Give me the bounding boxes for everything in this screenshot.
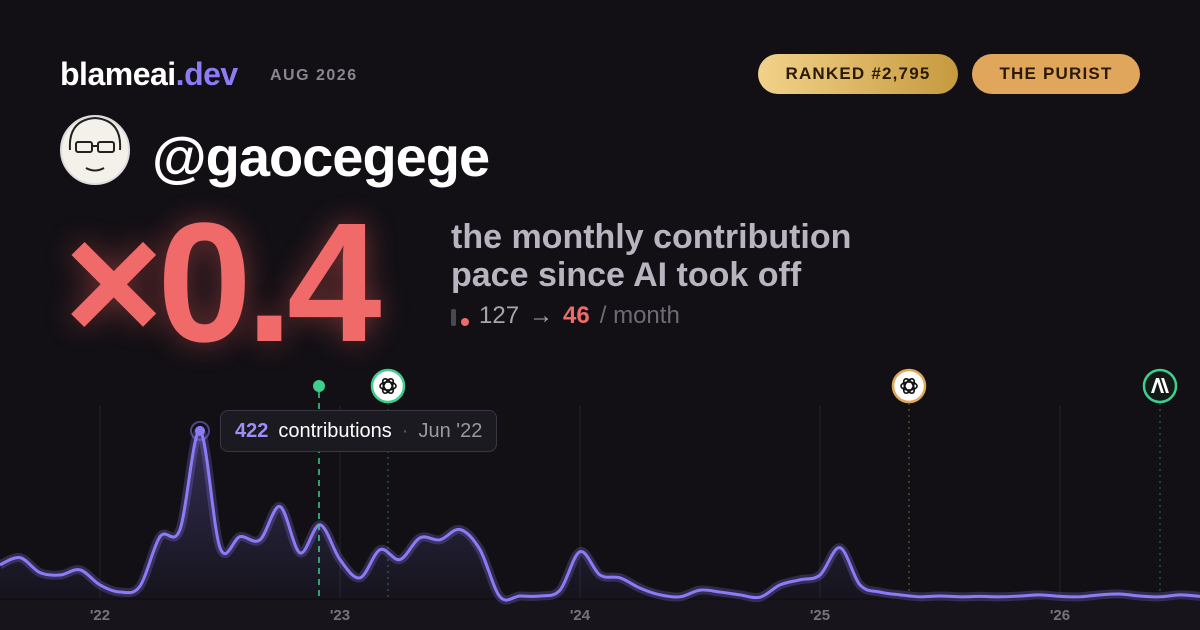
brand-tld: .dev <box>175 56 239 92</box>
event-dot <box>313 380 325 392</box>
peak-ring <box>190 420 210 441</box>
persona-badge: THE PURIST <box>972 54 1140 94</box>
rank-badge: RANKED #2,795 <box>758 54 958 94</box>
openai-icon <box>891 368 927 404</box>
x-tick-label: '22 <box>90 607 110 624</box>
tooltip: 422 contributions · Jun '22 <box>220 410 498 452</box>
caption-line: pace since AI took off <box>451 256 802 294</box>
date: AUG 2026 <box>270 67 358 84</box>
avatar <box>60 115 130 185</box>
brand-name: blameai <box>60 56 176 92</box>
pace-stats: 127 → 46 / month <box>451 302 680 330</box>
x-tick-label: '26 <box>1050 607 1070 624</box>
caption: the monthly contribution pace since AI to… <box>451 218 851 294</box>
tooltip-value: 422 <box>235 419 269 442</box>
tooltip-date: Jun '22 <box>418 419 483 442</box>
area <box>0 430 1200 601</box>
openai-icon <box>370 368 406 404</box>
anthropic-icon <box>1142 368 1178 404</box>
x-tick-label: '25 <box>810 607 830 624</box>
before-value: 127 <box>479 302 520 329</box>
after-value: 46 <box>563 302 590 329</box>
legend-icon <box>451 309 469 326</box>
x-tick-label: '24 <box>570 607 591 624</box>
axis-band <box>0 600 1200 630</box>
unit: / month <box>599 302 680 329</box>
x-tick-label: '23 <box>330 607 350 624</box>
handle: @gaocegege <box>152 125 490 188</box>
caption-line: the monthly contribution <box>451 218 852 256</box>
brand: blameai.dev <box>60 56 238 93</box>
arrow: → <box>529 302 554 329</box>
peak-point <box>195 425 205 436</box>
tooltip-label: contributions <box>278 419 392 442</box>
multiplier: ×0.4 <box>64 188 382 378</box>
